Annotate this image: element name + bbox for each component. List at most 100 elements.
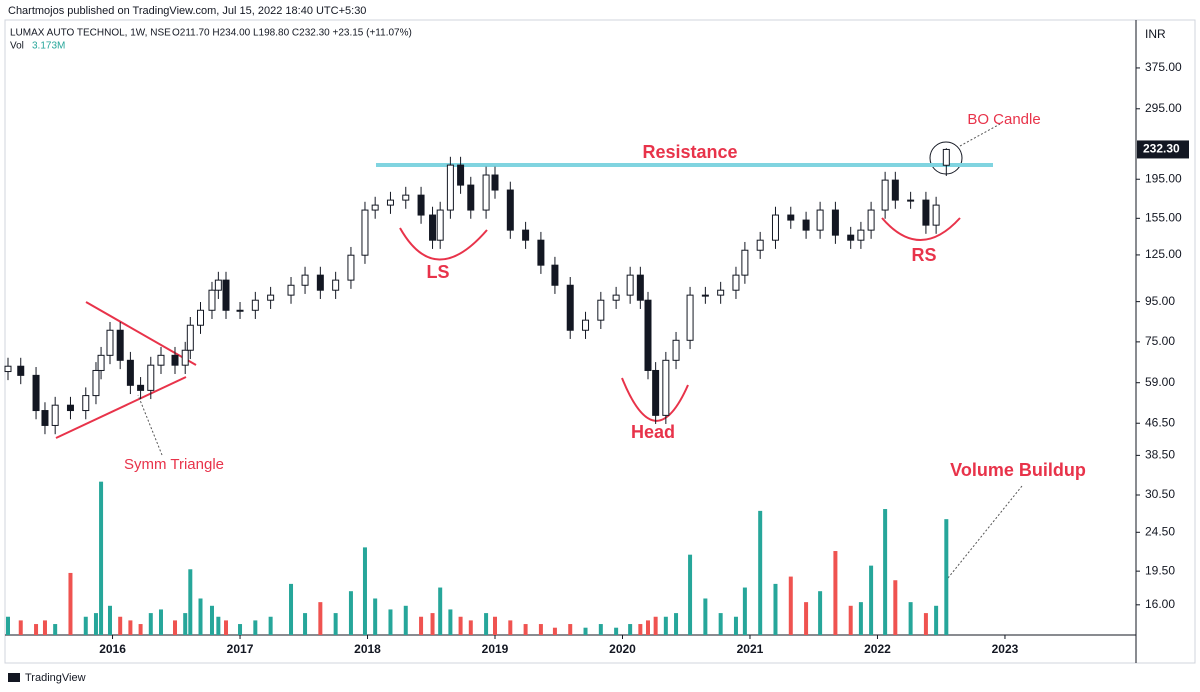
last-price-box <box>1137 140 1189 159</box>
y-tick-label: 195.00 <box>1145 171 1182 185</box>
y-tick-label: 95.00 <box>1145 294 1175 308</box>
volume-bar <box>614 627 619 635</box>
volume-bar <box>628 624 633 635</box>
candle-body <box>831 209 839 236</box>
last-price-label: 232.30 <box>1143 142 1180 156</box>
y-tick-label: 19.50 <box>1145 563 1175 577</box>
volume-bar <box>508 620 513 635</box>
candle-body <box>802 219 810 231</box>
candle-body <box>17 365 25 376</box>
volume-bar <box>484 613 489 635</box>
volume-bar <box>523 624 528 635</box>
frame <box>4 19 1196 664</box>
candle-body <box>147 364 155 391</box>
candle-body <box>566 284 574 331</box>
volume-bar <box>638 624 643 635</box>
head-arc <box>621 377 689 422</box>
candle-body <box>457 164 465 186</box>
candle-body <box>386 199 394 206</box>
x-tick-label: 2016 <box>99 642 126 656</box>
triangle-lower <box>55 376 187 439</box>
logo <box>8 673 20 682</box>
volume-bar <box>303 613 308 635</box>
volume-bar <box>99 481 104 635</box>
candle-body <box>506 189 514 231</box>
y-tick-label: 375.00 <box>1145 60 1182 74</box>
volume-bar <box>333 613 338 635</box>
candle-body <box>287 284 295 296</box>
candle-body <box>361 209 369 256</box>
volume-bar <box>362 547 367 635</box>
candle-body <box>371 204 379 211</box>
candle-body <box>66 404 74 412</box>
volume-bar <box>493 616 498 635</box>
volume-bar <box>118 616 123 635</box>
candle-body <box>644 299 652 371</box>
volume-bar <box>158 609 163 635</box>
volume-bar <box>34 624 39 635</box>
candle-body <box>417 194 425 216</box>
candle-body <box>686 294 694 341</box>
volume-bar <box>438 587 443 635</box>
volume-bar <box>458 616 463 635</box>
ls-arc <box>399 227 488 261</box>
drawings <box>55 217 961 439</box>
candle-body <box>251 299 259 311</box>
candle-body <box>467 184 475 211</box>
candle-body <box>236 309 244 312</box>
candle-body <box>402 194 410 201</box>
candle-body <box>157 354 165 366</box>
annotation: LS <box>426 262 449 282</box>
volume-bar <box>674 613 679 635</box>
volume-bar <box>430 613 435 635</box>
volume-bar <box>804 602 809 635</box>
volume-bar <box>908 602 913 635</box>
currency: INR <box>1145 27 1166 41</box>
candle-body <box>51 404 59 426</box>
volume-bar <box>107 605 112 635</box>
triangle-pointer <box>137 394 163 456</box>
annotation: Volume Buildup <box>950 460 1086 480</box>
candle-body <box>92 369 100 397</box>
volume-bar <box>758 510 763 635</box>
volume-bar <box>583 627 588 635</box>
candle-body <box>347 254 355 281</box>
volume-bar <box>318 602 323 635</box>
volume-bar <box>42 620 47 635</box>
candle-body <box>922 199 930 226</box>
y-tick-label: 155.00 <box>1145 210 1182 224</box>
candle-body <box>636 274 644 301</box>
volume-bar <box>93 613 98 635</box>
volume-bar <box>148 613 153 635</box>
candle-body <box>932 204 940 226</box>
volume-name: Vol <box>10 41 24 52</box>
candle-body <box>82 395 90 412</box>
candle-body <box>771 214 779 241</box>
volume-bar <box>188 569 193 635</box>
volume-bar <box>688 554 693 635</box>
candle-body <box>881 179 889 211</box>
y-tick-label: 38.50 <box>1145 448 1175 462</box>
candle-body <box>942 148 950 166</box>
volume-bar <box>268 616 273 635</box>
volume-bar <box>663 616 668 635</box>
candle-body <box>551 264 559 286</box>
volume-bar <box>348 591 353 635</box>
volume-bar <box>858 602 863 635</box>
y-tick-label: 59.00 <box>1145 375 1175 389</box>
candle-body <box>847 234 855 241</box>
y-tick-label: 125.00 <box>1145 247 1182 261</box>
volume-bar <box>183 613 188 635</box>
candle-body <box>41 410 49 426</box>
volume-bar <box>773 583 778 635</box>
x-tick-label: 2018 <box>354 642 381 656</box>
candle-body <box>537 239 545 266</box>
volume-bar <box>224 620 229 635</box>
candle-body <box>491 174 499 191</box>
x-tick-label: 2019 <box>482 642 509 656</box>
volume-bar <box>653 616 658 635</box>
candle-body <box>429 214 437 241</box>
candle-body <box>701 294 709 297</box>
candle-body <box>626 274 634 296</box>
